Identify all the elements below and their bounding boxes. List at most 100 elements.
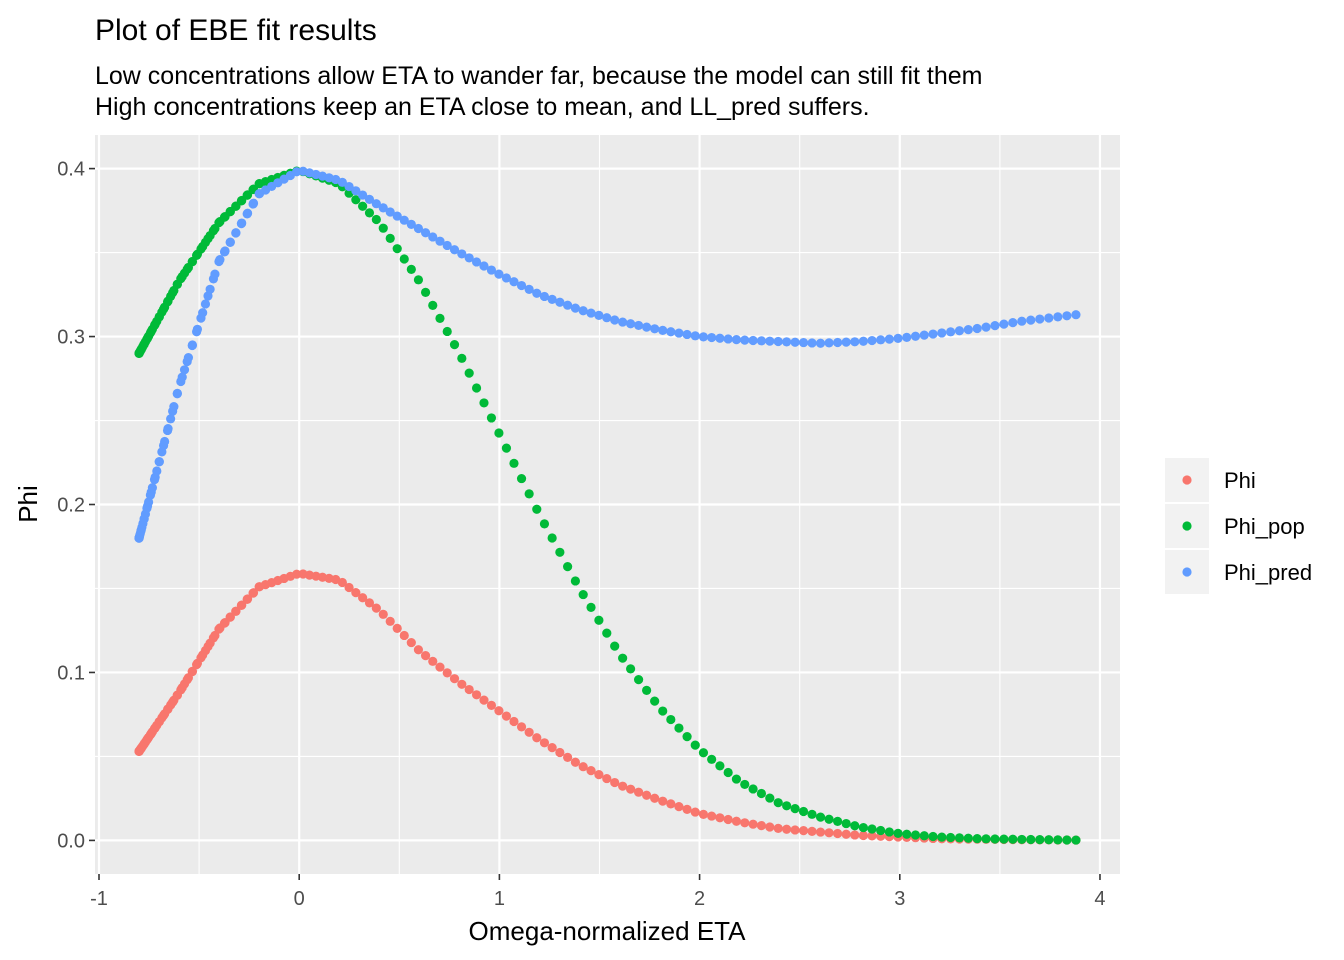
data-point — [378, 609, 388, 619]
data-point — [479, 695, 489, 705]
data-point — [464, 368, 474, 378]
data-point — [442, 326, 452, 337]
data-point — [790, 804, 800, 814]
data-point — [532, 504, 542, 514]
data-point — [715, 761, 725, 771]
data-point — [254, 179, 264, 189]
data-point — [524, 284, 534, 294]
data-point — [547, 533, 557, 543]
data-point — [413, 223, 424, 234]
data-point — [937, 832, 947, 842]
data-point — [413, 645, 424, 655]
data-point — [196, 653, 206, 663]
data-point — [442, 668, 452, 678]
data-point — [765, 336, 775, 346]
data-point — [392, 211, 402, 221]
data-point — [1044, 835, 1054, 845]
legend-marker — [1182, 567, 1192, 577]
data-point — [435, 313, 445, 323]
data-point — [172, 389, 182, 399]
data-point — [464, 253, 474, 263]
data-point — [765, 793, 775, 803]
major-gridlines — [95, 135, 1120, 874]
data-point — [594, 310, 604, 320]
data-point — [698, 332, 709, 342]
data-point — [1017, 834, 1027, 845]
data-point — [236, 196, 246, 206]
data-point — [205, 284, 215, 294]
data-point — [364, 194, 375, 204]
data-point — [145, 490, 156, 500]
data-point — [364, 208, 375, 218]
data-point — [457, 679, 467, 689]
data-point — [782, 337, 792, 347]
data-point — [351, 195, 361, 205]
data-point — [773, 798, 783, 808]
data-point — [666, 714, 676, 725]
data-point — [435, 662, 445, 672]
data-point — [494, 706, 504, 716]
y-tick-label: 0.3 — [57, 327, 85, 349]
data-point — [707, 811, 717, 821]
data-point — [337, 177, 347, 187]
data-point — [867, 824, 877, 834]
data-point — [532, 288, 542, 298]
data-point — [981, 834, 991, 844]
data-point — [1062, 835, 1072, 845]
data-point — [358, 190, 368, 200]
data-point — [740, 818, 750, 828]
data-point — [371, 199, 381, 209]
data-point — [594, 770, 604, 780]
data-point — [420, 651, 431, 661]
data-point — [723, 814, 733, 825]
data-point — [547, 294, 557, 304]
data-point — [815, 812, 826, 822]
data-point — [378, 203, 388, 213]
data-point — [867, 831, 877, 841]
data-point — [990, 321, 1000, 331]
data-point — [807, 338, 817, 348]
data-point — [509, 458, 519, 468]
data-point — [471, 257, 482, 267]
data-point — [200, 299, 211, 309]
data-point — [1008, 318, 1018, 328]
data-point — [157, 447, 167, 457]
data-point — [149, 475, 160, 485]
data-point — [406, 264, 416, 274]
data-point — [205, 230, 215, 241]
data-point — [555, 747, 565, 758]
data-point — [999, 319, 1009, 329]
data-point — [790, 337, 800, 347]
data-point — [902, 829, 912, 839]
data-point — [928, 831, 938, 842]
data-point — [731, 774, 742, 784]
legend-marker — [1182, 521, 1192, 531]
data-point — [707, 754, 717, 764]
data-point — [618, 317, 628, 327]
data-point — [399, 630, 409, 641]
data-point — [242, 209, 252, 219]
data-point — [626, 319, 636, 329]
data-point — [815, 338, 826, 348]
data-point — [179, 365, 190, 375]
data-point — [351, 588, 361, 598]
y-axis-title: Phi — [13, 485, 43, 523]
data-point — [884, 827, 894, 837]
data-point — [876, 335, 886, 345]
chart-title: Plot of EBE fit results — [95, 14, 377, 47]
data-point — [586, 766, 596, 776]
data-point — [698, 809, 709, 819]
x-axis-title: Omega-normalized ETA — [469, 916, 747, 946]
data-point — [841, 818, 851, 829]
data-point — [486, 700, 497, 711]
data-point — [486, 265, 497, 275]
data-point — [690, 740, 700, 750]
data-point — [555, 297, 565, 307]
x-tick-label: 0 — [294, 888, 305, 910]
data-point — [963, 325, 973, 335]
data-point — [524, 727, 534, 737]
data-point — [200, 237, 211, 247]
data-point — [210, 269, 220, 279]
data-point — [674, 723, 684, 733]
